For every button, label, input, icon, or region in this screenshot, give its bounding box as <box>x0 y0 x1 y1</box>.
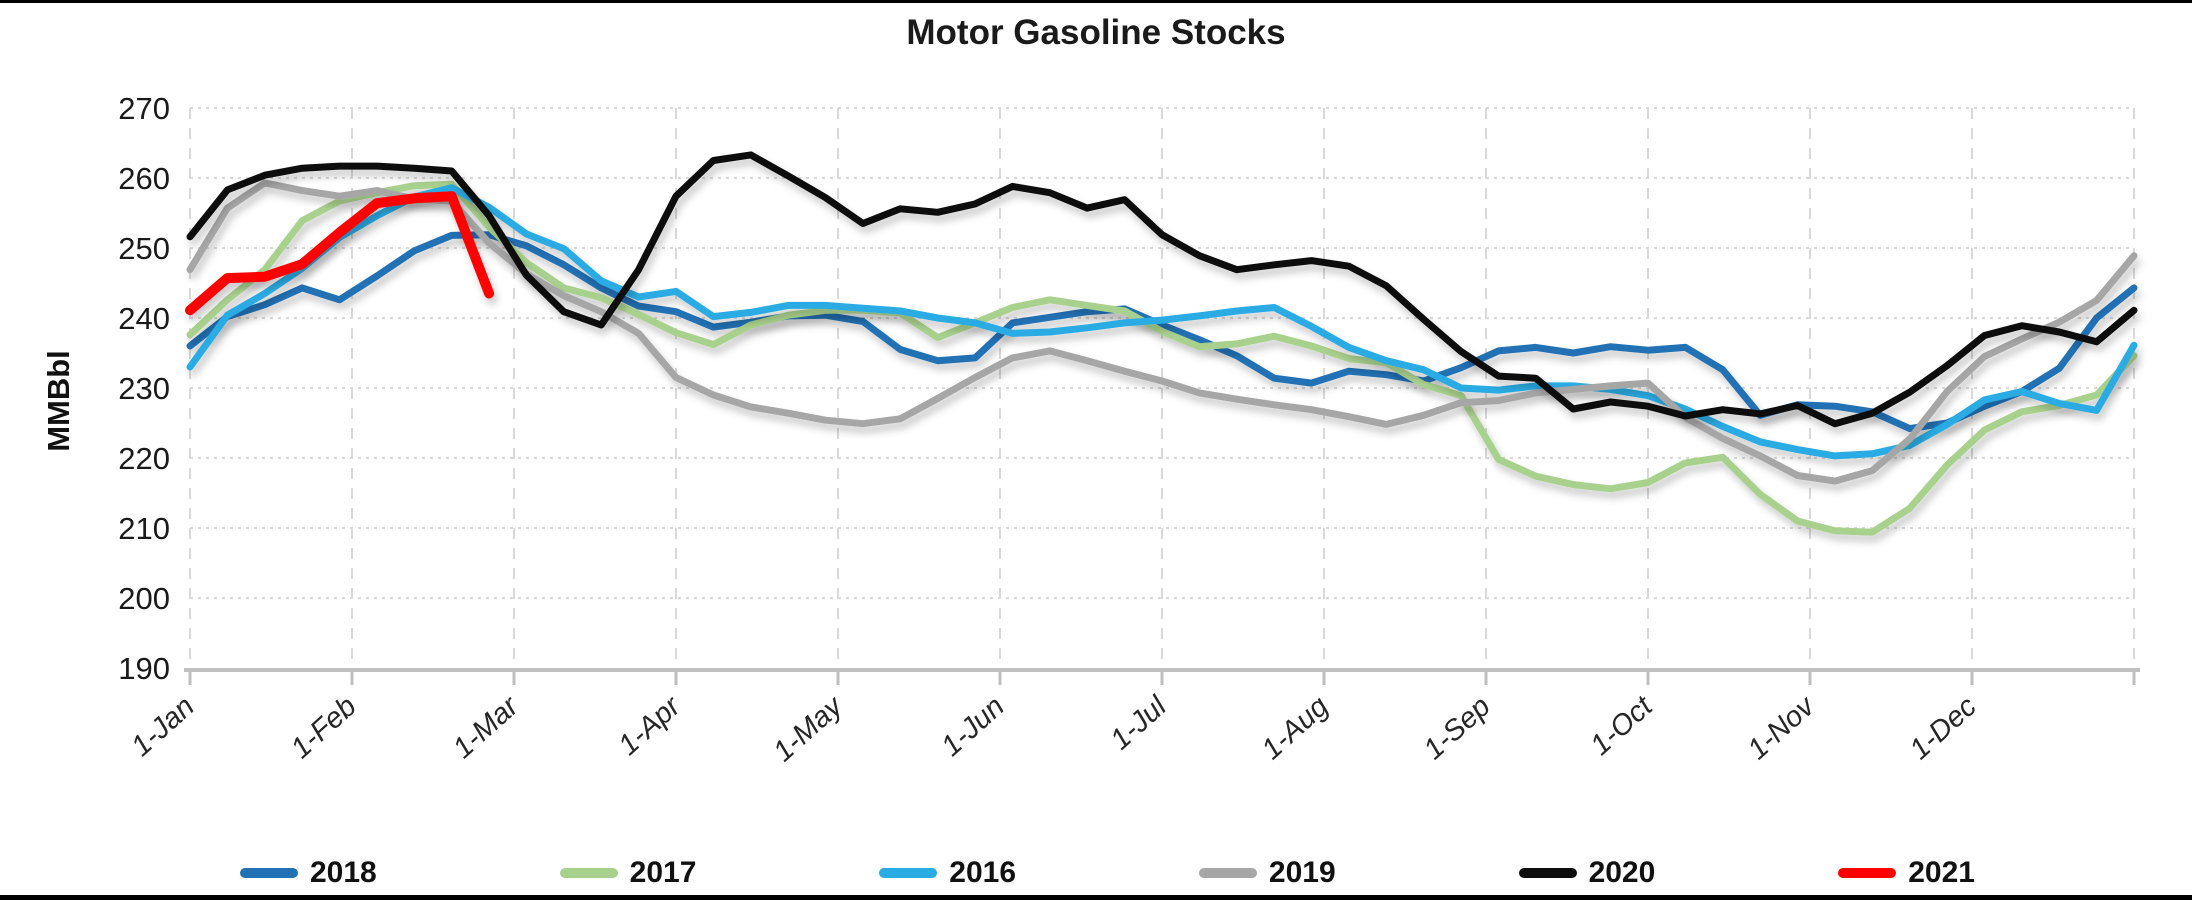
gridlines <box>189 107 2135 670</box>
line-chart: 190 200 210 220 230 240 250 260 270 1-Jan 1-Feb 1-M… <box>118 91 2140 768</box>
legend-item-2020: 2020 <box>1518 856 1656 890</box>
series-line-2018 <box>186 231 2138 433</box>
y-tick-label-200: 200 <box>118 581 170 616</box>
legend-item-2019: 2019 <box>1198 856 1336 890</box>
x-tick-label-1-Oct: 1-Oct <box>1585 689 1661 762</box>
series-line-2016 <box>186 184 2138 460</box>
legend-label-2020: 2020 <box>1588 856 1656 889</box>
legend-label-2018: 2018 <box>310 856 377 889</box>
y-tick-label-260: 260 <box>118 161 170 196</box>
y-tick-label-190: 190 <box>118 651 170 686</box>
y-tick-label-210: 210 <box>118 511 170 546</box>
legend-item-2018: 2018 <box>240 856 377 890</box>
x-tick-label-1-Dec: 1-Dec <box>1904 690 1983 766</box>
x-tick-label-1-Aug: 1-Aug <box>1256 690 1335 766</box>
legend: 2018 2017 2016 2019 2020 2021 <box>240 848 1975 895</box>
legend-swatch-2020-icon <box>1518 868 1577 878</box>
series-line-2021 <box>185 191 495 316</box>
legend-item-2021: 2021 <box>1838 856 1975 890</box>
series-line-2020 <box>186 151 2138 428</box>
legend-item-2017: 2017 <box>559 856 697 890</box>
legend-swatch-2017-icon <box>559 868 618 878</box>
x-tick-label-1-Mar: 1-Mar <box>447 690 526 765</box>
legend-label-2019: 2019 <box>1268 856 1336 889</box>
series-line-2019 <box>186 179 2138 485</box>
legend-swatch-2021-icon <box>1838 868 1897 878</box>
x-tick-label-1-Apr: 1-Apr <box>613 690 688 762</box>
legend-item-2016: 2016 <box>879 856 1016 890</box>
axes <box>184 668 2140 685</box>
x-tick-label-1-May: 1-May <box>767 689 849 768</box>
legend-swatch-2018-icon <box>240 868 298 878</box>
x-tick-label-1-Jun: 1-Jun <box>935 690 1010 762</box>
series-lines <box>185 151 2138 536</box>
y-tick-label-220: 220 <box>118 441 170 476</box>
y-tick-label-230: 230 <box>118 371 170 406</box>
legend-label-2016: 2016 <box>949 856 1017 889</box>
x-tick-label-1-Feb: 1-Feb <box>285 690 363 764</box>
x-tick-label-1-Jan: 1-Jan <box>125 690 200 762</box>
legend-label-2017: 2017 <box>629 856 697 889</box>
y-tick-label-250: 250 <box>118 231 170 266</box>
x-tick-label-1-Sep: 1-Sep <box>1418 690 1497 766</box>
y-tick-label-240: 240 <box>118 301 170 336</box>
legend-swatch-2019-icon <box>1198 868 1257 878</box>
legend-label-2021: 2021 <box>1908 856 1975 889</box>
chart-title: Motor Gasoline Stocks <box>906 13 1286 52</box>
x-tick-label-1-Jul: 1-Jul <box>1105 689 1174 756</box>
legend-swatch-2016-icon <box>879 868 938 878</box>
y-tick-label-270: 270 <box>118 91 170 126</box>
x-tick-label-1-Nov: 1-Nov <box>1742 689 1822 766</box>
